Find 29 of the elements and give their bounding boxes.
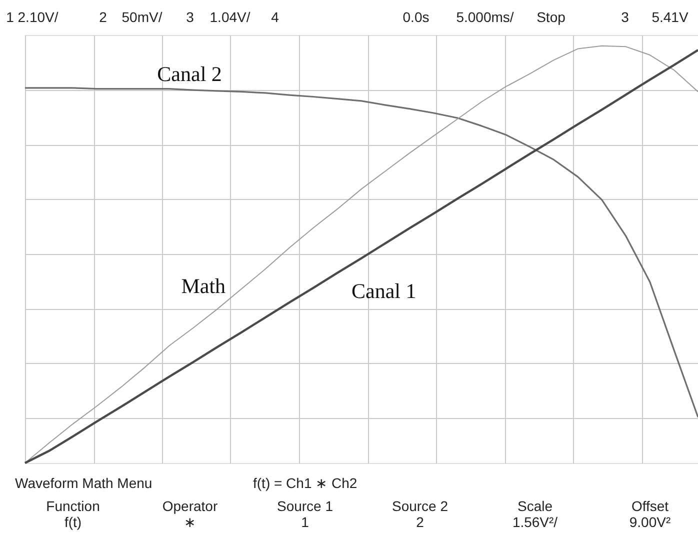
text: Stop bbox=[536, 9, 566, 25]
text: 2 bbox=[99, 9, 108, 25]
text: 1 bbox=[6, 9, 14, 25]
text: 3 bbox=[186, 9, 194, 25]
text: 3 bbox=[621, 9, 630, 25]
text: 5.41V bbox=[652, 9, 689, 25]
text: 2.10V/ bbox=[18, 9, 58, 25]
text: 9.00V² bbox=[629, 514, 671, 530]
text: f(t) bbox=[64, 514, 82, 530]
text: Offset bbox=[631, 498, 669, 514]
text: 1.04V/ bbox=[210, 9, 250, 25]
text: Scale bbox=[517, 498, 553, 514]
source-note: Source 1 bbox=[276, 498, 334, 514]
source-note: Source 2 bbox=[392, 498, 448, 514]
text: Function bbox=[46, 498, 100, 514]
text: 4 bbox=[271, 9, 280, 25]
text: Operator bbox=[162, 498, 218, 514]
series-label: Canal 1 bbox=[352, 279, 416, 304]
text: 1 bbox=[301, 514, 310, 530]
text: 2 bbox=[416, 514, 424, 530]
text: 5.000ms/ bbox=[456, 9, 514, 25]
text: 0.0s bbox=[402, 9, 430, 25]
text: 50mV/ bbox=[122, 9, 162, 25]
series-label: Math bbox=[181, 274, 226, 298]
text: 1.56V²/ bbox=[512, 514, 558, 530]
series-label: Canal 2 bbox=[157, 62, 222, 86]
text: f(t) = Ch1 ∗ Ch2 bbox=[253, 475, 358, 491]
text: ∗ bbox=[184, 514, 196, 530]
text: Waveform Math Menu bbox=[15, 475, 152, 491]
